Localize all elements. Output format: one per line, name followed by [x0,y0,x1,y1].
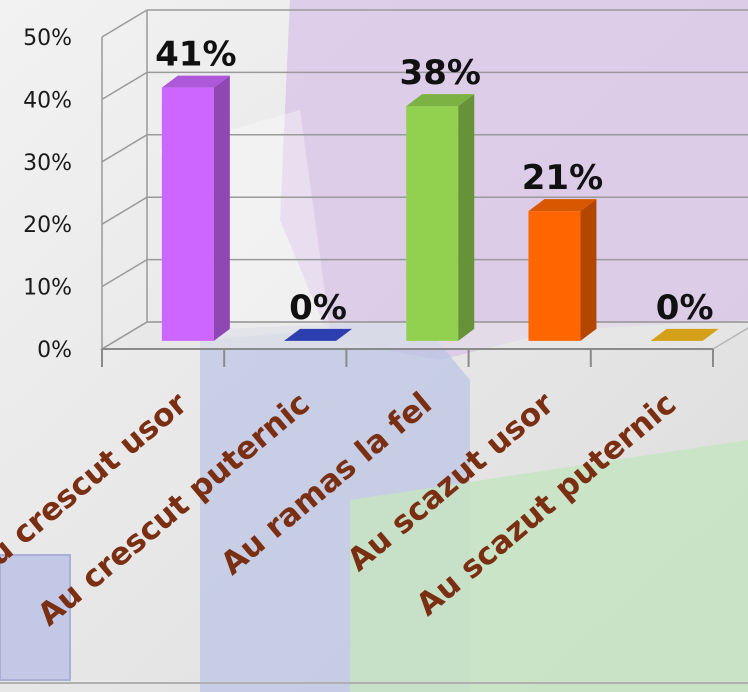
bar-front [161,87,214,341]
side-wall-line [101,134,148,163]
bar-5 [650,328,719,341]
data-label: 21% [522,158,603,198]
bar-side [458,94,475,341]
data-label: 0% [289,288,347,328]
bar-top [161,75,230,88]
y-tick-label: 0% [37,338,72,363]
bar-zero [284,328,353,341]
bar-side [213,75,230,341]
data-label: 0% [656,288,714,328]
data-label: 38% [400,53,481,93]
y-tick-label: 10% [23,276,72,301]
bar-side [580,199,597,341]
side-wall-line [101,71,148,101]
bar-1 [161,75,230,341]
bar-zero [650,328,719,341]
y-tick-label: 20% [23,213,72,238]
bar-top [528,199,597,212]
y-tick-label: 30% [23,151,72,176]
bar-2 [284,328,353,341]
axes [101,37,714,367]
side-wall-line [101,258,148,288]
y-tick-label: 40% [23,88,72,113]
bar-front [528,211,581,341]
side-wall-line [101,196,148,225]
side-wall-line [101,9,148,38]
y-tick-label: 50% [23,26,72,51]
bar-front [406,106,459,341]
side-wall-line [101,321,148,350]
data-label: 41% [155,35,236,75]
bar-4 [528,199,597,341]
bars [161,75,719,341]
bar-3 [406,94,475,341]
bar-top [406,94,475,107]
